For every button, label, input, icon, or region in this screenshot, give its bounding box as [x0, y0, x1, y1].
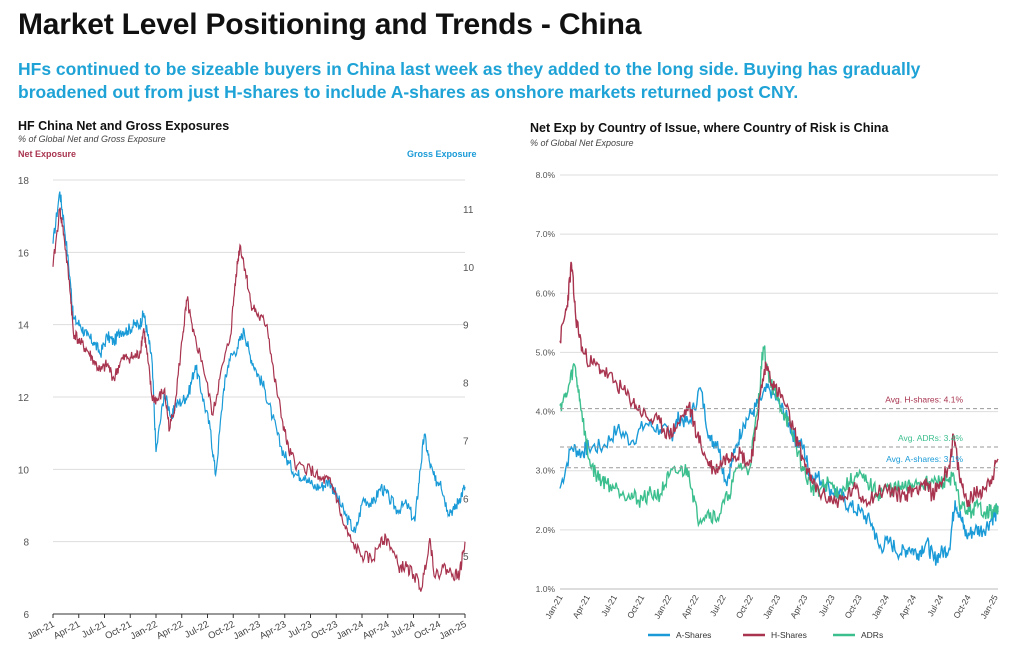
- x-tick-label: Jan-23: [761, 593, 783, 621]
- y-left-tick-label: 8: [23, 538, 29, 549]
- page-subtitle: HFs continued to be sizeable buyers in C…: [18, 59, 921, 102]
- x-tick-label: Apr-23: [788, 593, 810, 620]
- y-tick-label: 5.0%: [536, 347, 556, 357]
- x-tick-label: Jan-22: [652, 593, 674, 621]
- y-left-tick-label: 6: [23, 610, 29, 621]
- right-chart-title: Net Exp by Country of Issue, where Count…: [530, 121, 889, 135]
- x-tick-label: Jan-23: [232, 619, 263, 642]
- x-tick-label: Apr-24: [897, 593, 919, 620]
- x-tick-label: Jan-22: [129, 619, 160, 642]
- x-tick-label: Jan-24: [869, 593, 891, 621]
- x-tick-label: Jul-21: [599, 593, 619, 618]
- y-right-tick-label: 9: [463, 321, 469, 332]
- y-tick-label: 1.0%: [536, 584, 556, 594]
- x-tick-label: Oct-23: [842, 593, 864, 620]
- y-tick-label: 3.0%: [536, 466, 556, 476]
- net-exposure-line: [52, 207, 466, 592]
- x-tick-label: Jan-25: [438, 619, 469, 642]
- y-right-tick-label: 7: [463, 436, 469, 447]
- right-chart: 1.0% 2.0% 3.0% 4.0% 5.0% 6.0% 7.0% 8.0% Jan-21 Ap…: [536, 170, 1000, 640]
- avg-h-shares-label: Avg. H-shares: 4.1%: [885, 395, 963, 405]
- y-tick-label: 4.0%: [536, 407, 556, 417]
- hshares-line: [559, 261, 999, 508]
- x-tick-label: Oct-21: [103, 619, 133, 642]
- x-tick-label: Jan-21: [26, 619, 57, 642]
- y-left-tick-label: 16: [18, 248, 30, 259]
- x-tick-label: Jan-21: [543, 593, 565, 621]
- x-tick-label: Jan-24: [335, 619, 366, 642]
- x-tick-label: Jul-22: [708, 593, 728, 618]
- y-left-tick-label: 12: [18, 393, 30, 404]
- x-tick-label: Oct-24: [412, 619, 442, 642]
- x-tick-label: Jul-24: [389, 619, 417, 641]
- net-exposure-label: Net Exposure: [18, 149, 77, 159]
- left-chart-subtitle: % of Global Net and Gross Exposure: [18, 134, 166, 144]
- left-chart-title: HF China Net and Gross Exposures: [18, 119, 230, 133]
- y-tick-label: 6.0%: [536, 288, 556, 298]
- right-chart-subtitle: % of Global Net Exposure: [530, 138, 634, 148]
- x-tick-label: Oct-22: [206, 619, 236, 642]
- x-tick-label: Apr-24: [361, 619, 391, 642]
- x-tick-label: Apr-21: [52, 619, 82, 642]
- x-tick-label: Jul-23: [286, 619, 314, 641]
- legend-item-adrs: ADRs: [861, 630, 883, 640]
- y-right-tick-label: 10: [463, 263, 475, 274]
- x-tick-label: Jul-23: [816, 593, 836, 618]
- ashares-line: [559, 383, 999, 566]
- avg-a-shares-label: Avg. A-shares: 3.1%: [886, 454, 963, 464]
- legend-item-hshares: H-Shares: [771, 630, 807, 640]
- x-tick-label: Apr-22: [155, 619, 185, 642]
- gross-exposure-label: Gross Exposure: [407, 149, 477, 159]
- x-tick-label: Apr-22: [679, 593, 701, 620]
- y-right-tick-label: 6: [463, 494, 469, 505]
- x-tick-label: Jul-24: [925, 593, 945, 618]
- y-right-tick-label: 11: [463, 205, 474, 216]
- y-tick-label: 8.0%: [536, 170, 556, 180]
- y-left-tick-label: 14: [18, 321, 30, 332]
- x-tick-label: Jul-21: [80, 619, 108, 641]
- y-left-tick-label: 18: [18, 176, 30, 187]
- x-tick-label: Jul-22: [183, 619, 211, 641]
- x-tick-label: Apr-23: [258, 619, 288, 642]
- gross-exposure-line: [52, 191, 466, 534]
- left-chart: 681012141618567891011Jan-21Apr-21Jul-21O…: [18, 176, 475, 642]
- adrs-line: [559, 345, 999, 528]
- y-left-tick-label: 10: [18, 465, 30, 476]
- x-tick-label: Oct-21: [625, 593, 647, 620]
- x-tick-label: Oct-23: [309, 619, 339, 642]
- y-right-tick-label: 8: [463, 379, 469, 390]
- page-title: Market Level Positioning and Trends - Ch…: [18, 8, 642, 41]
- y-right-tick-label: 5: [463, 552, 469, 563]
- x-tick-label: Jan-25: [978, 593, 1000, 621]
- y-tick-label: 7.0%: [536, 229, 556, 239]
- x-tick-label: Oct-22: [734, 593, 756, 620]
- x-tick-label: Apr-21: [571, 593, 593, 620]
- y-tick-label: 2.0%: [536, 525, 556, 535]
- x-tick-label: Oct-24: [951, 593, 973, 620]
- avg-adrs-label: Avg. ADRs: 3.4%: [898, 433, 963, 443]
- legend-item-ashares: A-Shares: [676, 630, 711, 640]
